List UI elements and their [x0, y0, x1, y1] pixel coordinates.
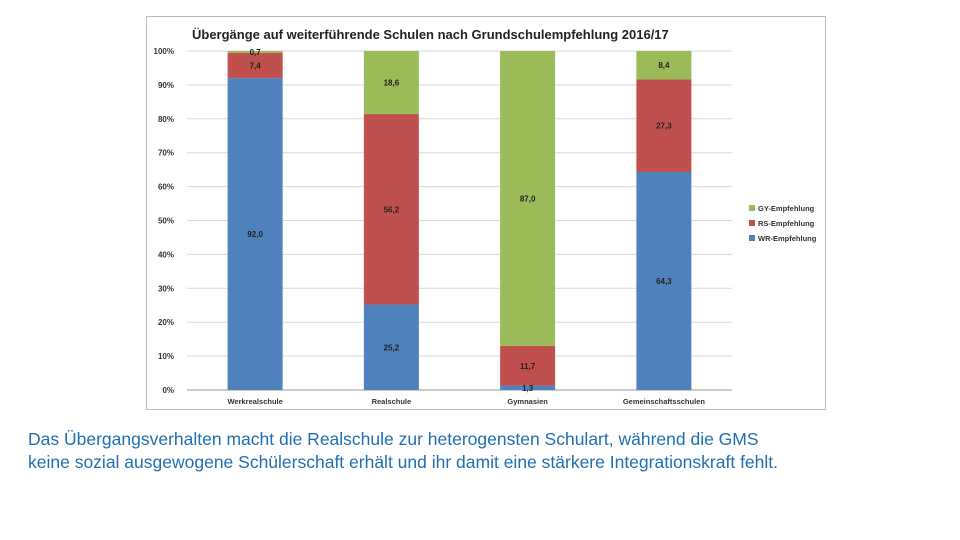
bar-segment	[500, 345, 556, 386]
bar-segment	[636, 51, 692, 80]
x-tick-label: Realschule	[372, 397, 412, 406]
legend-label: GY-Empfehlung	[758, 204, 815, 213]
legend: GY-Empfehlung RS-Empfehlung WR-Empfehlung	[749, 204, 817, 243]
y-tick-label: 30%	[158, 284, 174, 293]
bars	[227, 51, 692, 390]
x-tick-label: Gemeinschaftsschulen	[623, 397, 706, 406]
bar-value-label: 1,3	[522, 384, 534, 393]
x-axis-tick-labels: Werkrealschule Realschule Gymnasien Gemeins…	[227, 397, 705, 406]
y-tick-label: 0%	[162, 386, 174, 395]
x-tick-label: Gymnasien	[507, 397, 548, 406]
bar-value-label: 64,3	[656, 277, 672, 286]
y-tick-label: 20%	[158, 318, 174, 327]
bar-segment	[363, 114, 419, 305]
bar-segment	[500, 385, 556, 390]
y-tick-label: 40%	[158, 250, 174, 259]
bar-value-label: 8,4	[658, 61, 670, 70]
y-tick-label: 70%	[158, 149, 174, 158]
y-tick-label: 80%	[158, 115, 174, 124]
legend-label: WR-Empfehlung	[758, 234, 817, 243]
legend-swatch	[749, 235, 755, 241]
y-tick-label: 90%	[158, 81, 174, 90]
bar-segment	[227, 51, 283, 54]
bar-value-label: 27,3	[656, 122, 672, 131]
bar-value-label: 25,2	[384, 343, 400, 352]
y-tick-label: 100%	[154, 47, 174, 56]
legend-label: RS-Empfehlung	[758, 219, 815, 228]
x-tick-label: Werkrealschule	[227, 397, 282, 406]
caption-line-1: Das Übergangsverhalten macht die Realsch…	[28, 429, 759, 449]
bar-value-label: 11,7	[520, 362, 536, 371]
bar-value-label: 18,6	[384, 79, 400, 88]
legend-swatch	[749, 205, 755, 211]
bar-segment	[227, 53, 283, 79]
bar-value-label: 87,0	[520, 194, 536, 203]
caption-line-2: keine sozial ausgewogene Schülerschaft e…	[28, 452, 779, 472]
y-tick-label: 60%	[158, 183, 174, 192]
bar-value-label: 56,2	[384, 205, 400, 214]
bar-value-label: 7,4	[250, 62, 262, 71]
chart-frame: Übergänge auf weiterführende Schulen nac…	[146, 16, 826, 410]
bar-segment	[636, 79, 692, 173]
stacked-bar-chart: Übergänge auf weiterführende Schulen nac…	[154, 27, 817, 406]
y-tick-label: 50%	[158, 217, 174, 226]
bar-segment	[363, 51, 419, 115]
bar-segment	[363, 304, 419, 390]
y-axis-tick-labels: 0% 10% 20% 30% 40% 50% 60% 70% 80% 90% 100%	[154, 47, 174, 395]
bar-value-labels: 92,0 7,4 0,7 25,2 56,2 18,6 1,3 11,7 87,0 64,3 27,…	[247, 48, 672, 393]
bar-value-label: 92,0	[247, 230, 263, 239]
bar-segment	[636, 172, 692, 390]
caption: Das Übergangsverhalten macht die Realsch…	[28, 428, 928, 474]
bar-segment	[227, 78, 283, 390]
y-tick-label: 10%	[158, 352, 174, 361]
bar-segment	[500, 51, 556, 346]
legend-swatch	[749, 220, 755, 226]
bar-value-label: 0,7	[250, 48, 262, 57]
chart-title: Übergänge auf weiterführende Schulen nac…	[192, 27, 669, 42]
